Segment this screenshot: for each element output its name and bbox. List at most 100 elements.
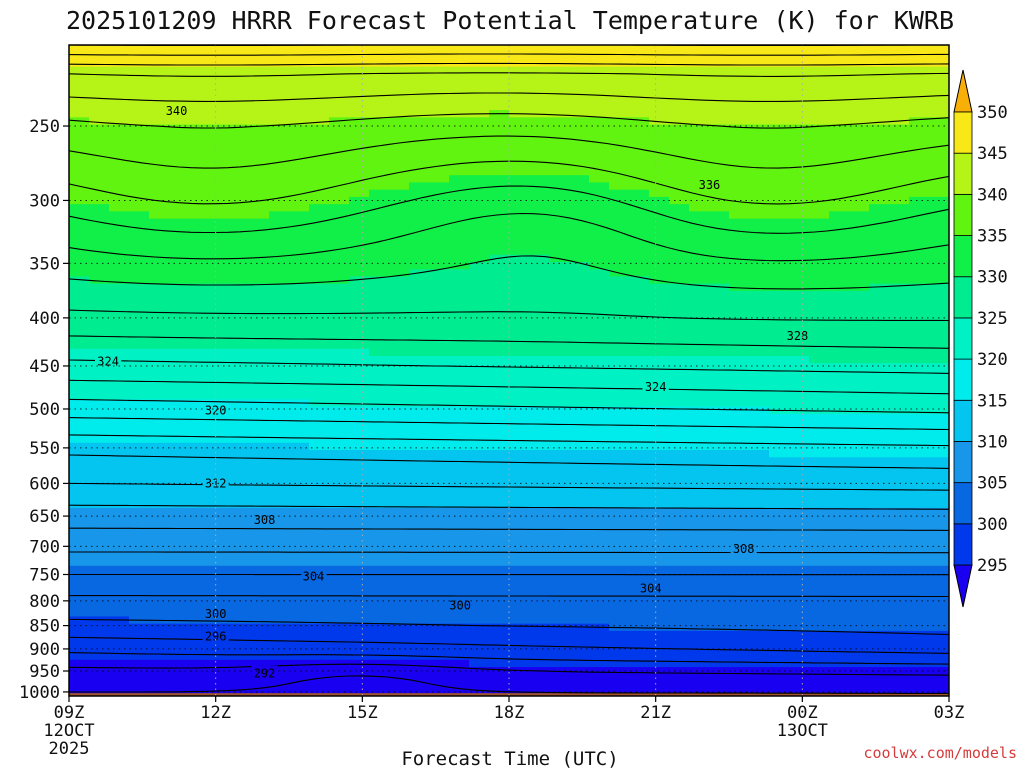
theta-cell [149,413,170,422]
theta-cell [249,392,270,401]
theta-cell [829,283,850,292]
theta-cell [289,544,310,552]
theta-cell [589,175,610,184]
theta-cell [449,421,470,429]
theta-cell [549,218,570,227]
theta-cell [69,110,90,118]
theta-cell [669,196,690,205]
theta-cell [569,580,590,589]
theta-cell [289,262,310,270]
theta-cell [89,630,110,639]
theta-cell [309,507,330,516]
theta-cell [189,573,210,581]
theta-cell [849,334,870,343]
theta-cell [129,363,150,372]
theta-cell [149,601,170,610]
theta-cell [189,211,210,220]
colorbar-swatch [953,111,973,154]
theta-cell [309,167,330,176]
theta-cell [929,45,949,53]
theta-cell [769,204,790,212]
theta-cell [629,110,650,118]
theta-cell [289,464,310,473]
theta-cell [129,59,150,68]
theta-cell [289,486,310,495]
theta-cell [249,493,270,502]
theta-cell [829,421,850,429]
theta-cell [829,341,850,350]
theta-cell [929,189,949,198]
theta-cell [389,522,410,531]
theta-cell [309,667,330,675]
theta-cell [369,196,390,205]
theta-cell [609,435,630,444]
theta-cell [109,601,130,610]
theta-cell [929,160,949,169]
theta-cell [469,594,490,603]
theta-cell [609,616,630,625]
theta-cell [669,493,690,502]
theta-cell [529,131,550,140]
theta-cell [729,233,750,241]
theta-cell [689,529,710,538]
theta-cell [629,233,650,241]
theta-cell [649,312,670,321]
theta-cell [329,421,350,429]
theta-cell [869,196,890,205]
theta-cell [769,457,790,466]
theta-cell [229,298,250,306]
theta-cell [569,298,590,306]
theta-cell [749,356,770,364]
theta-cell [549,392,570,401]
theta-cell [409,623,430,632]
theta-cell [229,587,250,596]
theta-cell [649,565,670,574]
theta-cell [849,652,870,661]
theta-cell [489,283,510,292]
theta-cell [829,500,850,509]
theta-cell [69,544,90,552]
theta-cell [769,117,790,126]
theta-cell [649,435,670,444]
theta-cell [89,102,110,111]
theta-cell [589,211,610,220]
theta-cell [729,493,750,502]
theta-cell [569,233,590,241]
theta-cell [809,565,830,574]
theta-cell [229,269,250,278]
theta-cell [849,341,870,350]
contour-label: 300 [449,598,471,612]
theta-cell [509,580,530,589]
theta-cell [649,167,670,176]
theta-cell [529,565,550,574]
theta-cell [369,218,390,227]
theta-cell [109,211,130,220]
contour-label: 304 [303,570,325,584]
theta-cell [229,392,250,401]
theta-cell [249,551,270,560]
theta-cell [749,327,770,335]
theta-cell [929,124,949,133]
theta-cell [529,428,550,437]
theta-cell [569,667,590,675]
theta-cell [849,233,870,241]
theta-cell [529,479,550,487]
theta-cell [289,196,310,205]
theta-cell [529,66,550,75]
theta-cell [89,81,110,89]
theta-cell [89,283,110,292]
theta-cell [769,421,790,429]
theta-cell [669,218,690,227]
theta-cell [109,189,130,198]
theta-cell [189,305,210,314]
theta-cell [89,95,110,104]
theta-cell [309,196,330,205]
theta-cell [369,681,390,690]
theta-cell [349,645,370,654]
theta-cell [609,298,630,306]
theta-cell [309,450,330,458]
theta-cell [149,493,170,502]
theta-cell [349,276,370,285]
theta-cell [649,124,670,133]
theta-cell [569,515,590,523]
